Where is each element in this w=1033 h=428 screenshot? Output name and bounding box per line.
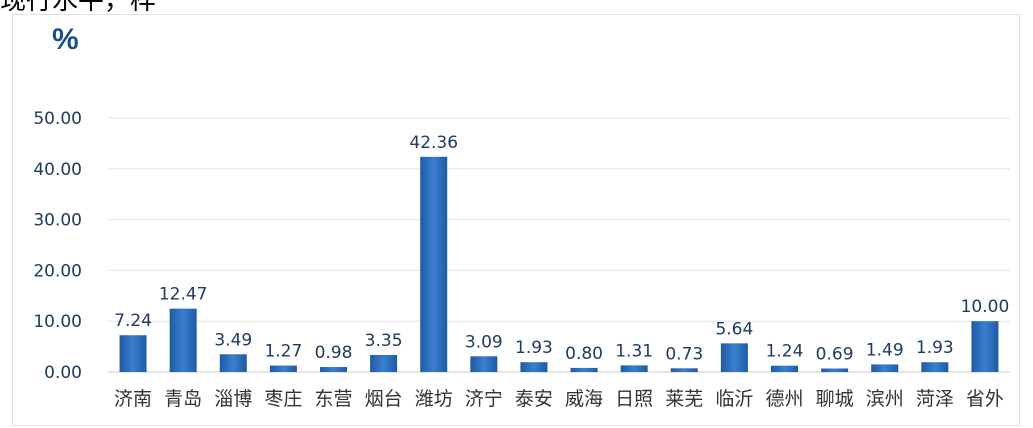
bar bbox=[119, 335, 147, 372]
x-category-label: 聊城 bbox=[816, 388, 854, 410]
x-category-label: 济宁 bbox=[465, 388, 503, 410]
top-caption-fragment: 现行水平，样 bbox=[0, 0, 157, 16]
x-category-label: 潍坊 bbox=[415, 388, 453, 410]
bar bbox=[420, 156, 448, 372]
x-category-label: 枣庄 bbox=[264, 388, 302, 410]
y-tick-label: 30.00 bbox=[33, 211, 82, 231]
x-category-label: 省外 bbox=[966, 388, 1004, 410]
data-label: 42.36 bbox=[409, 133, 458, 153]
x-category-label: 莱芜 bbox=[665, 388, 703, 410]
x-category-label: 德州 bbox=[765, 388, 803, 410]
data-label: 1.27 bbox=[264, 342, 302, 362]
data-label: 1.49 bbox=[866, 340, 904, 360]
bar bbox=[871, 364, 899, 372]
bar bbox=[620, 365, 648, 372]
x-category-label: 东营 bbox=[314, 388, 352, 410]
data-label: 3.09 bbox=[465, 332, 503, 352]
x-category-label: 滨州 bbox=[866, 388, 904, 410]
data-label: 1.93 bbox=[515, 338, 553, 358]
data-label: 0.80 bbox=[565, 344, 603, 364]
y-unit-label: % bbox=[52, 23, 79, 56]
x-category-label: 菏泽 bbox=[916, 388, 954, 410]
bar bbox=[821, 368, 849, 372]
x-category-label: 泰安 bbox=[515, 388, 553, 410]
y-tick-label: 50.00 bbox=[33, 109, 82, 129]
x-category-label: 济南 bbox=[114, 388, 152, 410]
data-label: 1.31 bbox=[615, 341, 653, 361]
bar bbox=[720, 343, 748, 372]
data-label: 3.49 bbox=[214, 330, 252, 350]
data-label: 3.35 bbox=[365, 331, 403, 351]
x-category-label: 威海 bbox=[565, 388, 603, 410]
bar bbox=[520, 362, 548, 372]
bar bbox=[670, 368, 698, 372]
bar bbox=[921, 362, 949, 372]
bar bbox=[570, 367, 598, 372]
data-label: 0.69 bbox=[816, 344, 854, 364]
data-label: 0.73 bbox=[665, 344, 703, 364]
bar bbox=[771, 365, 798, 372]
bar bbox=[269, 365, 297, 372]
data-label: 12.47 bbox=[159, 285, 208, 305]
bar bbox=[971, 321, 999, 372]
x-category-label: 日照 bbox=[615, 388, 653, 410]
bar bbox=[219, 354, 247, 372]
bar bbox=[470, 356, 498, 372]
data-label: 1.93 bbox=[916, 338, 954, 358]
y-tick-label: 40.00 bbox=[33, 160, 82, 180]
x-category-label: 烟台 bbox=[365, 388, 403, 410]
data-label: 0.98 bbox=[315, 343, 353, 363]
y-tick-label: 10.00 bbox=[33, 312, 82, 332]
data-label: 5.64 bbox=[715, 319, 753, 339]
bar bbox=[169, 308, 197, 372]
x-category-label: 青岛 bbox=[164, 388, 202, 410]
data-label: 7.24 bbox=[114, 311, 152, 331]
data-label: 1.24 bbox=[766, 342, 804, 362]
bar bbox=[370, 354, 398, 372]
y-tick-label: 20.00 bbox=[33, 261, 82, 281]
bar bbox=[320, 367, 347, 372]
x-category-label: 淄博 bbox=[214, 388, 252, 410]
data-label: 10.00 bbox=[961, 297, 1010, 317]
x-category-label: 临沂 bbox=[715, 388, 753, 410]
y-tick-label: 0.00 bbox=[44, 363, 82, 383]
